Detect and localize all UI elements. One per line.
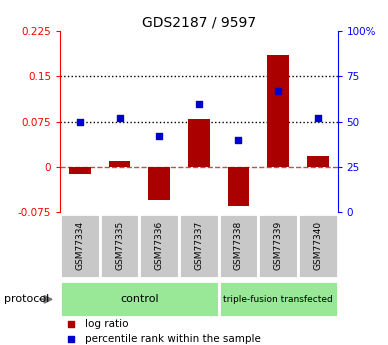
Bar bbox=[100, 214, 139, 278]
Text: GSM77334: GSM77334 bbox=[75, 221, 85, 270]
Text: GSM77339: GSM77339 bbox=[274, 221, 282, 270]
Point bbox=[275, 88, 281, 93]
Text: log ratio: log ratio bbox=[85, 319, 128, 329]
Bar bbox=[219, 281, 338, 317]
Text: percentile rank within the sample: percentile rank within the sample bbox=[85, 334, 261, 344]
Bar bbox=[258, 214, 298, 278]
Bar bbox=[219, 214, 258, 278]
Bar bbox=[69, 167, 91, 174]
Point bbox=[68, 321, 74, 327]
Point bbox=[68, 336, 74, 341]
Text: GSM77336: GSM77336 bbox=[155, 221, 164, 270]
Point bbox=[77, 119, 83, 124]
Point bbox=[236, 137, 242, 142]
Text: GSM77338: GSM77338 bbox=[234, 221, 243, 270]
Bar bbox=[139, 214, 179, 278]
Text: control: control bbox=[120, 294, 159, 304]
Text: GSM77340: GSM77340 bbox=[313, 221, 322, 270]
Bar bbox=[298, 214, 338, 278]
Bar bbox=[109, 161, 130, 167]
Bar bbox=[60, 214, 100, 278]
Bar bbox=[179, 214, 219, 278]
Point bbox=[196, 101, 202, 106]
Point bbox=[116, 115, 123, 121]
Text: triple-fusion transfected: triple-fusion transfected bbox=[223, 295, 333, 304]
Bar bbox=[228, 167, 249, 206]
Point bbox=[315, 115, 321, 121]
Title: GDS2187 / 9597: GDS2187 / 9597 bbox=[142, 16, 256, 30]
Bar bbox=[267, 55, 289, 167]
Bar bbox=[188, 119, 210, 167]
Text: protocol: protocol bbox=[4, 294, 49, 304]
Text: GSM77337: GSM77337 bbox=[194, 221, 203, 270]
Text: GSM77335: GSM77335 bbox=[115, 221, 124, 270]
Bar bbox=[148, 167, 170, 200]
Bar bbox=[60, 281, 219, 317]
Bar bbox=[307, 156, 329, 167]
Point bbox=[156, 133, 162, 139]
